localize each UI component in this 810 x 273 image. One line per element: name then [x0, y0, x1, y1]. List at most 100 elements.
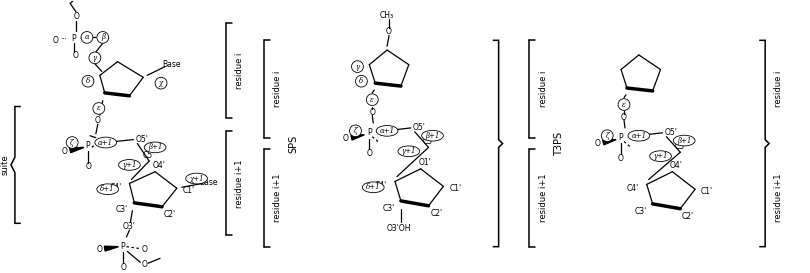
- Text: O: O: [95, 116, 100, 125]
- Text: O: O: [121, 263, 126, 272]
- Ellipse shape: [185, 173, 207, 184]
- Text: C5': C5': [143, 151, 156, 160]
- Text: O: O: [141, 260, 147, 269]
- Text: residue i+1: residue i+1: [539, 174, 548, 222]
- Text: β+1: β+1: [425, 132, 440, 140]
- Text: γ+1: γ+1: [402, 147, 416, 155]
- Text: C4': C4': [109, 183, 122, 192]
- Circle shape: [350, 125, 361, 137]
- Text: γ+1: γ+1: [122, 161, 137, 169]
- Text: χ+1: χ+1: [190, 174, 204, 183]
- Text: O: O: [618, 154, 624, 163]
- Text: C4': C4': [627, 184, 639, 193]
- Text: O: O: [366, 149, 373, 158]
- Text: C1': C1': [449, 184, 461, 193]
- Text: β+1: β+1: [148, 143, 162, 152]
- Polygon shape: [104, 246, 118, 251]
- Text: Base: Base: [199, 178, 218, 187]
- Text: O4': O4': [152, 161, 165, 170]
- Text: α: α: [84, 33, 89, 41]
- Text: ζ: ζ: [605, 132, 609, 140]
- Text: C2': C2': [682, 212, 694, 221]
- Text: O5': O5': [135, 135, 148, 144]
- Text: P: P: [120, 242, 125, 251]
- Ellipse shape: [673, 135, 695, 146]
- Ellipse shape: [97, 184, 118, 195]
- Circle shape: [601, 130, 613, 141]
- Circle shape: [366, 94, 378, 106]
- Text: CH₃: CH₃: [380, 11, 394, 19]
- Ellipse shape: [650, 151, 671, 162]
- Text: residue i+1: residue i+1: [273, 174, 282, 222]
- Text: C1': C1': [701, 187, 713, 196]
- Ellipse shape: [144, 142, 166, 153]
- Text: C2': C2': [164, 210, 176, 219]
- Text: C1': C1': [182, 186, 194, 195]
- Text: ε: ε: [370, 96, 374, 104]
- Text: residue i: residue i: [273, 71, 282, 107]
- Circle shape: [155, 77, 167, 89]
- Text: O3': O3': [123, 222, 136, 231]
- Polygon shape: [603, 140, 616, 145]
- Ellipse shape: [422, 130, 443, 141]
- Text: C3': C3': [115, 205, 128, 214]
- Text: P: P: [70, 34, 75, 43]
- Text: O: O: [62, 147, 67, 156]
- Text: α+1: α+1: [98, 138, 113, 147]
- Text: Base: Base: [162, 60, 181, 69]
- Text: T3PS: T3PS: [554, 131, 564, 156]
- Circle shape: [352, 61, 364, 72]
- Text: α+1: α+1: [631, 132, 646, 140]
- Circle shape: [81, 32, 93, 43]
- Text: C2': C2': [430, 209, 442, 218]
- Text: residue i+1: residue i+1: [774, 174, 783, 222]
- Text: O: O: [86, 162, 92, 171]
- Text: ζ: ζ: [70, 138, 74, 147]
- Text: suite: suite: [1, 155, 10, 175]
- Text: O4': O4': [670, 161, 683, 170]
- Text: O: O: [343, 134, 348, 143]
- Text: ε: ε: [622, 100, 626, 109]
- Ellipse shape: [95, 137, 117, 148]
- Text: C3': C3': [635, 207, 647, 216]
- Text: β: β: [100, 33, 104, 41]
- Text: δ: δ: [360, 77, 364, 85]
- Text: O5': O5': [664, 128, 677, 137]
- Text: γ: γ: [356, 63, 360, 71]
- Text: O: O: [621, 113, 627, 122]
- Text: O: O: [73, 13, 79, 22]
- Text: O: O: [369, 108, 375, 117]
- Text: δ+1: δ+1: [366, 183, 381, 191]
- Ellipse shape: [362, 182, 384, 193]
- Polygon shape: [351, 135, 365, 140]
- Text: δ+1: δ+1: [100, 185, 115, 193]
- Ellipse shape: [118, 159, 140, 170]
- Circle shape: [97, 32, 109, 43]
- Text: O: O: [72, 51, 78, 60]
- Text: C5': C5': [423, 137, 435, 146]
- Text: α+1: α+1: [380, 127, 394, 135]
- Polygon shape: [70, 147, 84, 153]
- Text: residue i: residue i: [774, 71, 783, 107]
- Text: δ: δ: [86, 77, 90, 85]
- Text: P: P: [367, 128, 372, 137]
- Text: C4': C4': [375, 181, 387, 190]
- Ellipse shape: [628, 130, 650, 141]
- Text: P: P: [86, 141, 90, 150]
- Text: O: O: [141, 245, 147, 254]
- Ellipse shape: [398, 146, 420, 157]
- Text: C3': C3': [383, 204, 395, 213]
- Circle shape: [66, 137, 78, 148]
- Text: β+1: β+1: [677, 136, 692, 145]
- Circle shape: [618, 99, 630, 110]
- Circle shape: [89, 52, 100, 64]
- Text: C5': C5': [674, 142, 686, 151]
- Text: γ: γ: [93, 54, 97, 62]
- Text: χ: χ: [159, 79, 163, 87]
- Text: O: O: [595, 139, 600, 148]
- Text: O1': O1': [418, 158, 431, 167]
- Text: P: P: [619, 133, 624, 142]
- Text: residue i+1: residue i+1: [236, 159, 245, 208]
- Ellipse shape: [376, 126, 398, 136]
- Text: O: O: [53, 36, 58, 45]
